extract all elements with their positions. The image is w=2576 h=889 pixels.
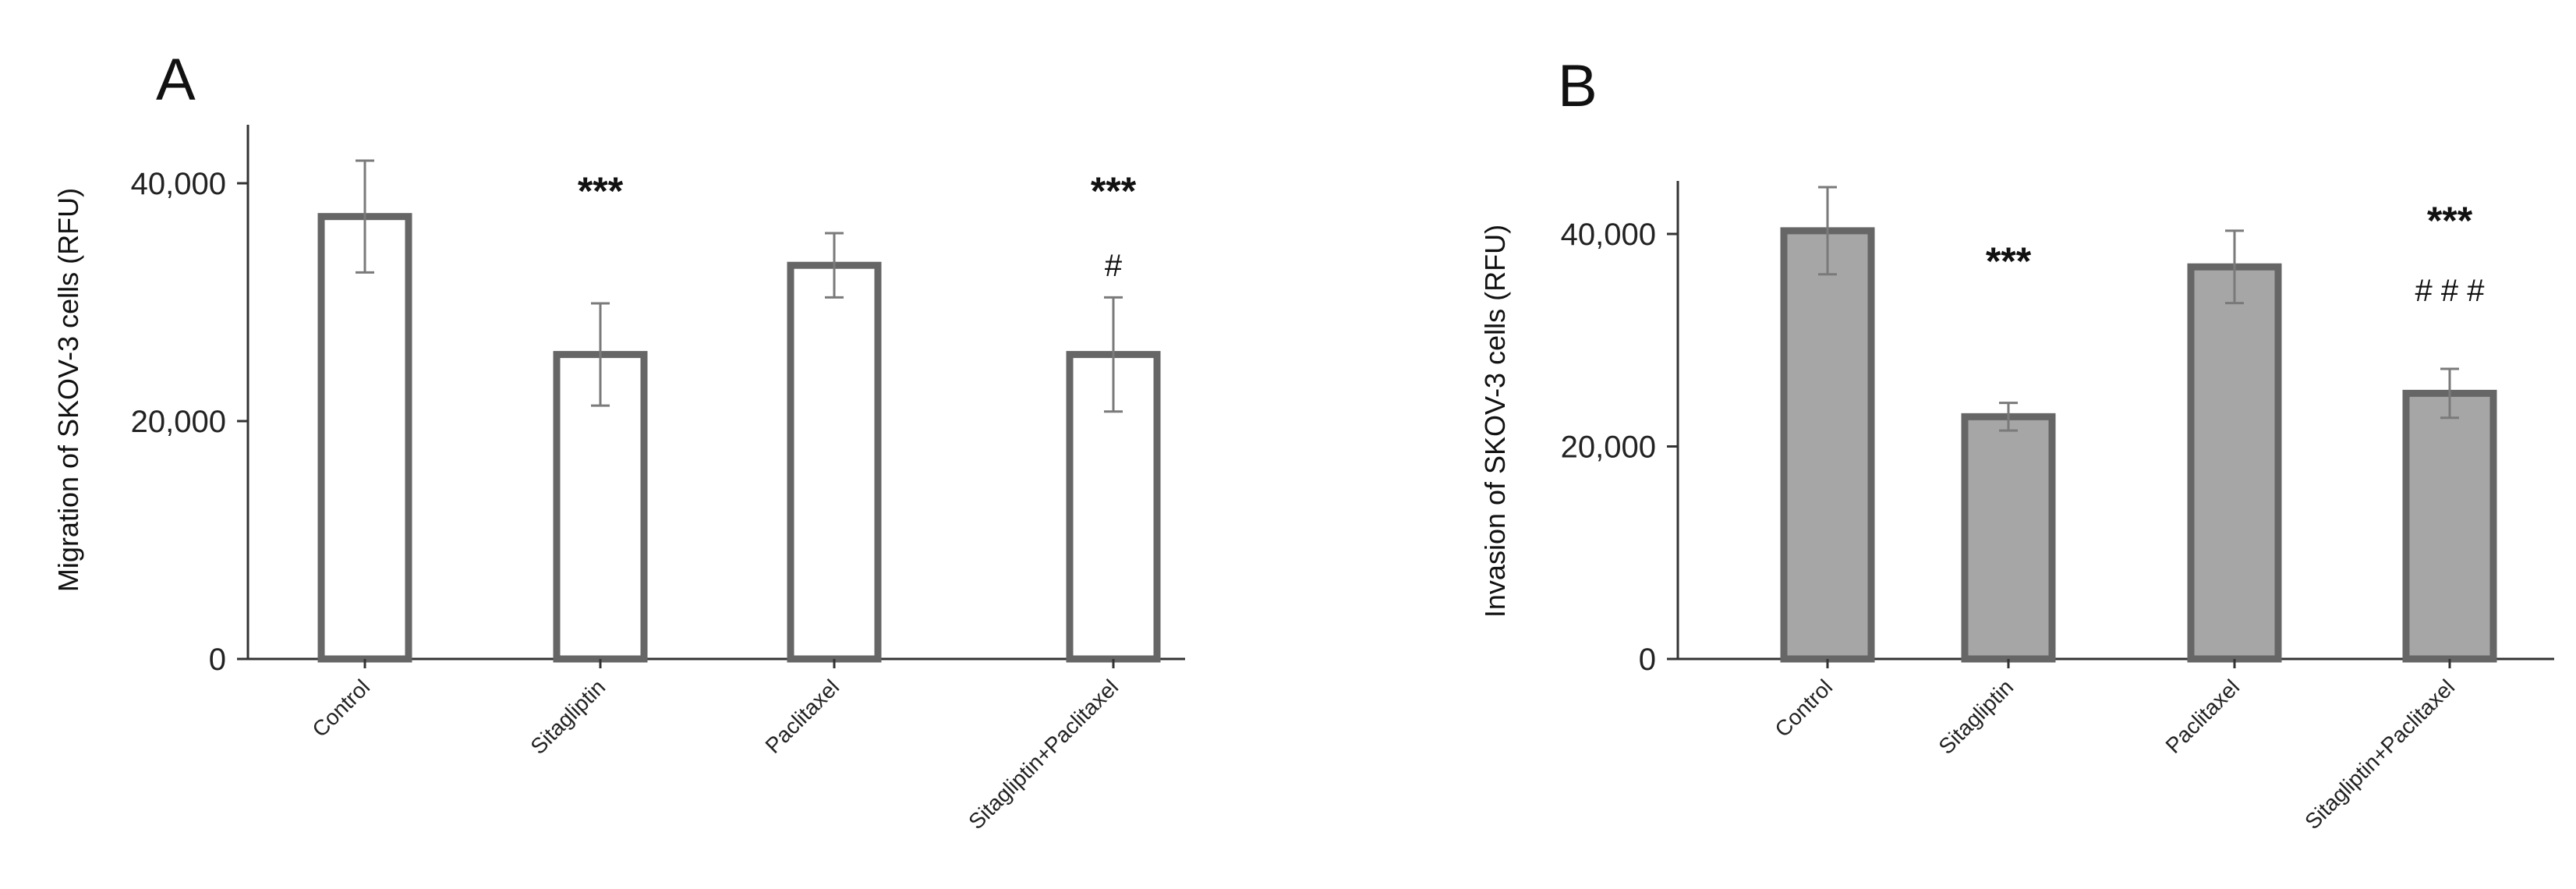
y-tick-label: 40,000 <box>1561 218 1656 252</box>
y-tick-label: 20,000 <box>1561 430 1656 465</box>
y-tick-label: 20,000 <box>131 405 226 439</box>
y-tick-label: 0 <box>209 643 226 677</box>
significance-stars: *** <box>1091 169 1137 213</box>
x-tick-label: Sitagliptin <box>1934 675 2018 759</box>
bar <box>2187 263 2282 663</box>
bar <box>1780 227 1875 663</box>
x-tick-label: Sitagliptin <box>525 675 610 759</box>
chart-panel-a: A 0 20,000 40,000 Migration of SKOV-3 cells … <box>52 47 1185 834</box>
x-tick-label: Control <box>1770 675 1837 742</box>
chart-panel-b: B 0 20,000 40,000 Invasion of SKOV-3 cells (… <box>1479 53 2554 834</box>
significance-stars: *** <box>2427 199 2473 243</box>
x-tick-label: Sitagliptin+Paclitaxel <box>964 675 1123 834</box>
bar <box>317 213 412 663</box>
x-tick-label: Control <box>307 675 374 742</box>
y-tick-label: 40,000 <box>131 167 226 201</box>
x-tick-label: Sitagliptin+Paclitaxel <box>2300 675 2459 834</box>
significance-hash: # <box>1105 249 1123 283</box>
y-axis-label: Migration of SKOV-3 cells (RFU) <box>52 188 84 592</box>
y-axis-label: Invasion of SKOV-3 cells (RFU) <box>1479 225 1511 618</box>
significance-hash: # # # <box>2415 274 2486 308</box>
bar <box>787 261 882 663</box>
significance-stars: *** <box>1986 239 2032 283</box>
panel-letter: B <box>1558 53 1598 119</box>
bar <box>2402 389 2497 663</box>
y-tick-label: 0 <box>1639 643 1656 677</box>
significance-stars: *** <box>578 169 624 213</box>
x-tick-label: Paclitaxel <box>761 675 844 758</box>
panel-letter: A <box>156 47 196 113</box>
bar <box>1066 351 1161 663</box>
bar <box>1961 413 2056 663</box>
x-tick-label: Paclitaxel <box>2161 675 2245 758</box>
